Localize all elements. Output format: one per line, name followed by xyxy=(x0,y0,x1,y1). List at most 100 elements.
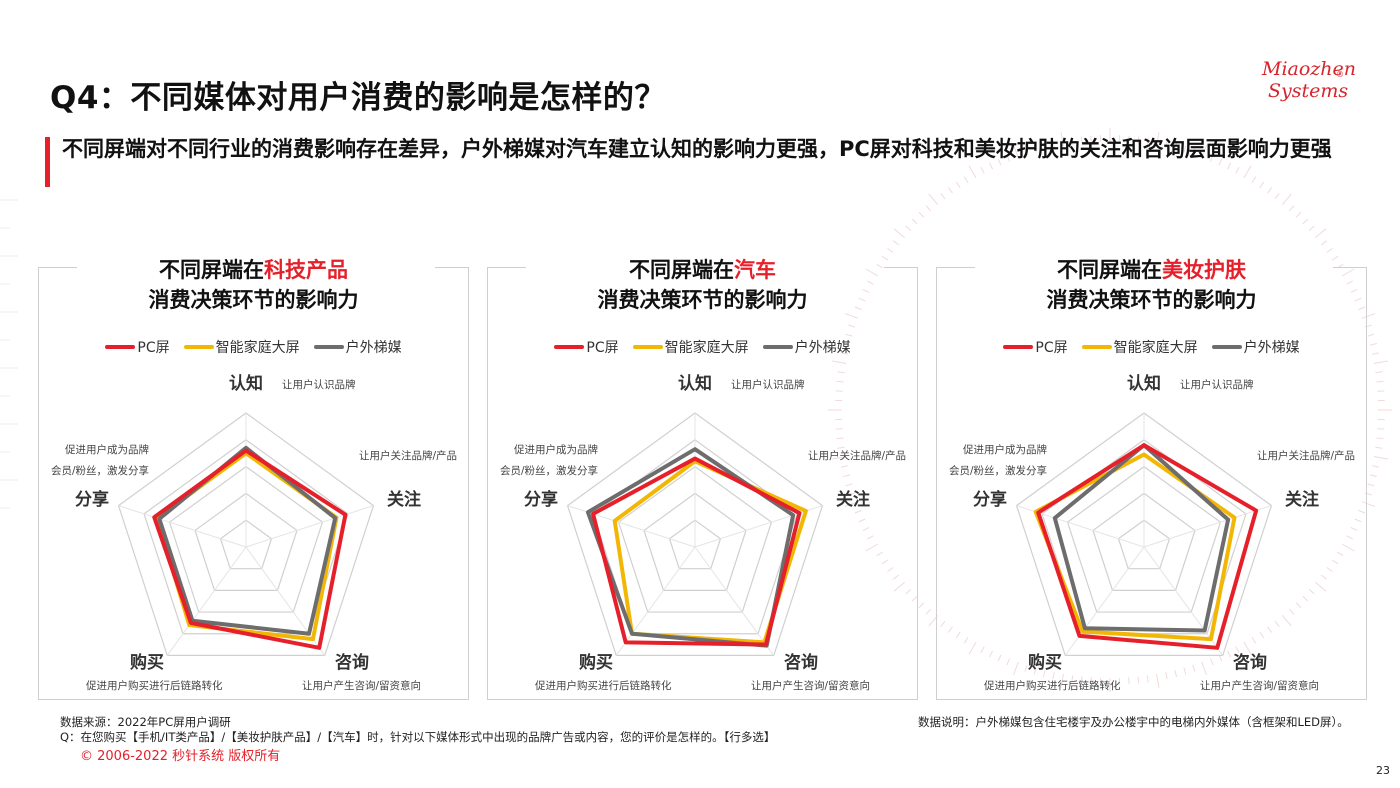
axis-desc-3: 促进用户购买进行后链路转化 xyxy=(86,679,223,692)
radar-spoke xyxy=(118,505,247,548)
decor-tick xyxy=(1376,380,1384,383)
radar-panel-tech: 不同屏端在科技产品 消费决策环节的影响力 PC屏 智能家庭大屏 户外梯媒 认知让… xyxy=(38,258,469,700)
axis-label-3: 购买 xyxy=(579,652,613,673)
decor-tick xyxy=(1308,225,1315,232)
legend-item-tv: 智能家庭大屏 xyxy=(1081,337,1198,357)
decor-tick xyxy=(1369,474,1377,478)
legend-label-tv: 智能家庭大屏 xyxy=(664,340,749,356)
footnote-source: 数据来源：2022年PC屏用户调研 xyxy=(60,715,231,729)
axis-desc-0: 让用户认识品牌 xyxy=(731,378,805,391)
axis-label-1: 关注 xyxy=(1285,489,1319,510)
legend-swatch-outdoor xyxy=(762,345,793,349)
decor-tick xyxy=(1369,342,1377,346)
legend-swatch-tv xyxy=(183,345,214,349)
page-title: Q4：不同媒体对用户消费的影响是怎样的？ xyxy=(50,80,666,116)
panel-heading: 不同屏端在科技产品 消费决策环节的影响力 xyxy=(39,255,468,315)
subtitle: 不同屏端对不同行业的消费影响存在差异，户外梯媒对汽车建立认知的影响力更强，PC屏… xyxy=(62,137,1332,161)
panel-heading: 不同屏端在美妆护肤 消费决策环节的影响力 xyxy=(937,255,1366,315)
decor-tick xyxy=(1288,205,1295,212)
legend-swatch-outdoor xyxy=(1211,345,1242,349)
decor-tick xyxy=(1326,247,1333,253)
axis-desc-1: 让用户关注品牌/产品 xyxy=(808,449,906,462)
decor-tick xyxy=(887,247,894,253)
panel-top-border-left xyxy=(937,267,975,268)
decor-tick xyxy=(1267,187,1273,194)
logo-line-1: Miaozhen xyxy=(1262,58,1357,80)
decor-tick xyxy=(1375,371,1383,374)
decor-tick xyxy=(1372,465,1380,468)
axis-desc-2: 让用户产生咨询/留资意向 xyxy=(751,679,870,692)
axis-desc-0: 让用户认识品牌 xyxy=(1180,378,1254,391)
axis-label-0: 认知 xyxy=(229,373,263,394)
axis-label-3: 购买 xyxy=(1028,652,1062,673)
legend-item-outdoor: 户外梯媒 xyxy=(313,337,402,357)
legend-label-pc: PC屏 xyxy=(1035,340,1068,356)
legend-swatch-tv xyxy=(632,345,663,349)
axis-label-4: 分享 xyxy=(75,489,109,510)
decor-tick xyxy=(1281,193,1292,206)
decor-tick xyxy=(1373,360,1388,364)
decor-tick xyxy=(988,162,993,170)
radar-series-outdoor xyxy=(157,445,338,636)
legend-item-pc: PC屏 xyxy=(1003,337,1068,357)
radar-series-outdoor xyxy=(1052,443,1231,633)
legend-label-pc: PC屏 xyxy=(586,340,619,356)
decor-tick xyxy=(1235,166,1240,174)
decor-tick xyxy=(925,608,932,615)
panel-top-border-left xyxy=(39,267,77,268)
page-number: 23 xyxy=(1376,764,1390,777)
panel-top-border-right xyxy=(884,267,917,268)
panel-top-border-right xyxy=(435,267,468,268)
copyright: © 2006-2022 秒针系统 版权所有 xyxy=(80,749,281,764)
legend-item-tv: 智能家庭大屏 xyxy=(183,337,300,357)
footnote-question: Q：在您购买【手机/IT类产品】/【美妆护肤产品】/【汽车】时，针对以下媒体形式… xyxy=(60,730,776,744)
axis-label-4: 分享 xyxy=(973,489,1007,510)
axis-desc-0: 让用户认识品牌 xyxy=(282,378,356,391)
panel-top-border-right xyxy=(1333,267,1366,268)
decor-tick xyxy=(918,602,925,609)
axis-desc-4-line1: 促进用户成为品牌 xyxy=(514,443,598,456)
decor-tick xyxy=(963,176,969,183)
axis-desc-4-line1: 促进用户成为品牌 xyxy=(65,443,149,456)
axis-desc-1: 让用户关注品牌/产品 xyxy=(359,449,457,462)
axis-label-1: 关注 xyxy=(387,489,421,510)
axis-label-1: 关注 xyxy=(836,489,870,510)
legend-label-outdoor: 户外梯媒 xyxy=(345,340,402,356)
legend-item-outdoor: 户外梯媒 xyxy=(762,337,851,357)
radar-chart-tech: 认知 让用户认识品牌关注让用户关注品牌/产品咨询让用户产生咨询/留资意向购买促进用… xyxy=(51,373,457,692)
footnote-data-note: 数据说明：户外梯媒包含住宅楼宇及办公楼宇中的电梯内外媒体（含框架和LED屏）。 xyxy=(918,715,1349,729)
panel-title-line2: 消费决策环节的影响力 xyxy=(148,288,359,312)
radar-grid-ring xyxy=(219,519,273,570)
panel-title-prefix: 不同屏端在 xyxy=(629,258,734,282)
panel-title-prefix: 不同屏端在 xyxy=(1057,258,1162,282)
radar-grid-ring xyxy=(617,465,773,613)
radar-grid-ring xyxy=(1015,412,1273,657)
axis-desc-4-line2: 会员/粉丝，激发分享 xyxy=(500,464,598,477)
miaozhen-logo: Miaozhen Systems ® xyxy=(1262,58,1357,110)
decor-tick xyxy=(893,228,906,239)
legend-item-outdoor: 户外梯媒 xyxy=(1211,337,1300,357)
radar-panel-beauty: 不同屏端在美妆护肤 消费决策环节的影响力 PC屏 智能家庭大屏 户外梯媒 认知让… xyxy=(936,258,1367,700)
axis-desc-2: 让用户产生咨询/留资意向 xyxy=(1200,679,1319,692)
axis-label-2: 咨询 xyxy=(335,652,369,673)
panel-top-border-left xyxy=(488,267,526,268)
radar-grid-ring xyxy=(117,412,375,657)
radar-grid-ring xyxy=(1066,465,1222,613)
radar-spoke xyxy=(1143,505,1272,548)
axis-label-2: 咨询 xyxy=(784,652,818,673)
legend-swatch-outdoor xyxy=(313,345,344,349)
axis-desc-4-line2: 会员/粉丝，激发分享 xyxy=(51,464,149,477)
radar-grid-ring xyxy=(168,465,324,613)
radar-grid-ring xyxy=(668,519,722,570)
panel-title-highlight: 汽车 xyxy=(734,258,776,282)
logo-line-2: Systems xyxy=(1268,80,1349,102)
legend-label-pc: PC屏 xyxy=(137,340,170,356)
axis-desc-3: 促进用户购买进行后链路转化 xyxy=(535,679,672,692)
decor-tick xyxy=(1367,333,1375,337)
axis-label-2: 咨询 xyxy=(1233,652,1267,673)
decor-tick xyxy=(1259,181,1265,189)
radar-grid-ring xyxy=(1117,519,1171,570)
legend-item-pc: PC屏 xyxy=(105,337,170,357)
decor-tick xyxy=(911,218,918,225)
chart-legend: PC屏 智能家庭大屏 户外梯媒 xyxy=(937,337,1366,357)
